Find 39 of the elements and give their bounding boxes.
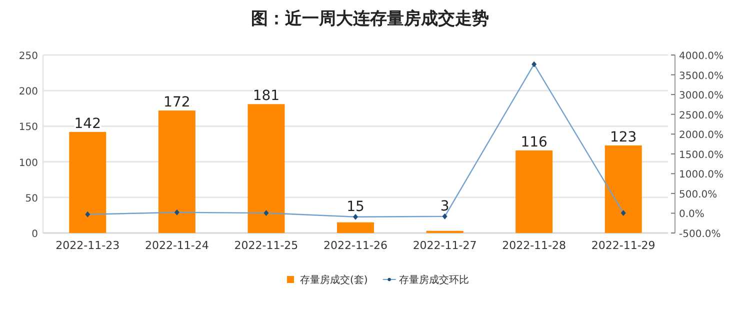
data-label: 142: [74, 116, 102, 132]
y2-tick-label: 2000.0%: [679, 130, 724, 142]
y2-tick-label: 0.0%: [679, 209, 704, 220]
y-tick-label: 150: [18, 122, 38, 134]
y2-tick-label: 3000.0%: [679, 90, 724, 102]
bar: [158, 110, 196, 233]
bar: [604, 145, 642, 233]
y-tick-label: 200: [18, 86, 38, 98]
y-tick-label: 0: [32, 229, 38, 240]
data-label: 123: [610, 129, 637, 146]
x-tick-label: 2022-11-23: [56, 239, 120, 252]
bar: [69, 132, 106, 233]
y2-tick-label: 2500.0%: [679, 110, 724, 122]
data-label: 181: [252, 88, 280, 104]
chart-title: 图：近一周大连存量房成交走势: [251, 9, 489, 29]
y2-tick-label: 500.0%: [679, 189, 718, 200]
data-label: 3: [440, 198, 450, 214]
y2-tick-label: 3500.0%: [679, 70, 724, 82]
y-tick-label: 50: [25, 193, 38, 204]
x-tick-label: 2022-11-28: [502, 239, 566, 252]
y-tick-label: 100: [18, 158, 38, 169]
legend-label: 存量房成交(套): [300, 274, 368, 286]
y2-tick-label: 1500.0%: [679, 150, 724, 161]
data-label: 172: [164, 94, 190, 111]
data-label: 15: [346, 198, 364, 215]
bar: [516, 150, 553, 233]
bar: [248, 104, 285, 233]
x-tick-label: 2022-11-24: [144, 239, 209, 252]
y2-tick-label: -500.0%: [679, 229, 721, 240]
x-tick-label: 2022-11-27: [412, 239, 477, 252]
y2-tick-label: 4000.0%: [679, 51, 724, 62]
x-tick-label: 2022-11-29: [591, 239, 656, 252]
x-tick-label: 2022-11-26: [324, 239, 388, 252]
data-label: 116: [520, 134, 548, 150]
y-tick-label: 250: [18, 51, 38, 62]
y2-tick-label: 1000.0%: [679, 170, 724, 181]
legend-label: 存量房成交环比: [398, 274, 469, 286]
x-tick-label: 2022-11-25: [234, 239, 298, 252]
bar: [337, 222, 374, 233]
